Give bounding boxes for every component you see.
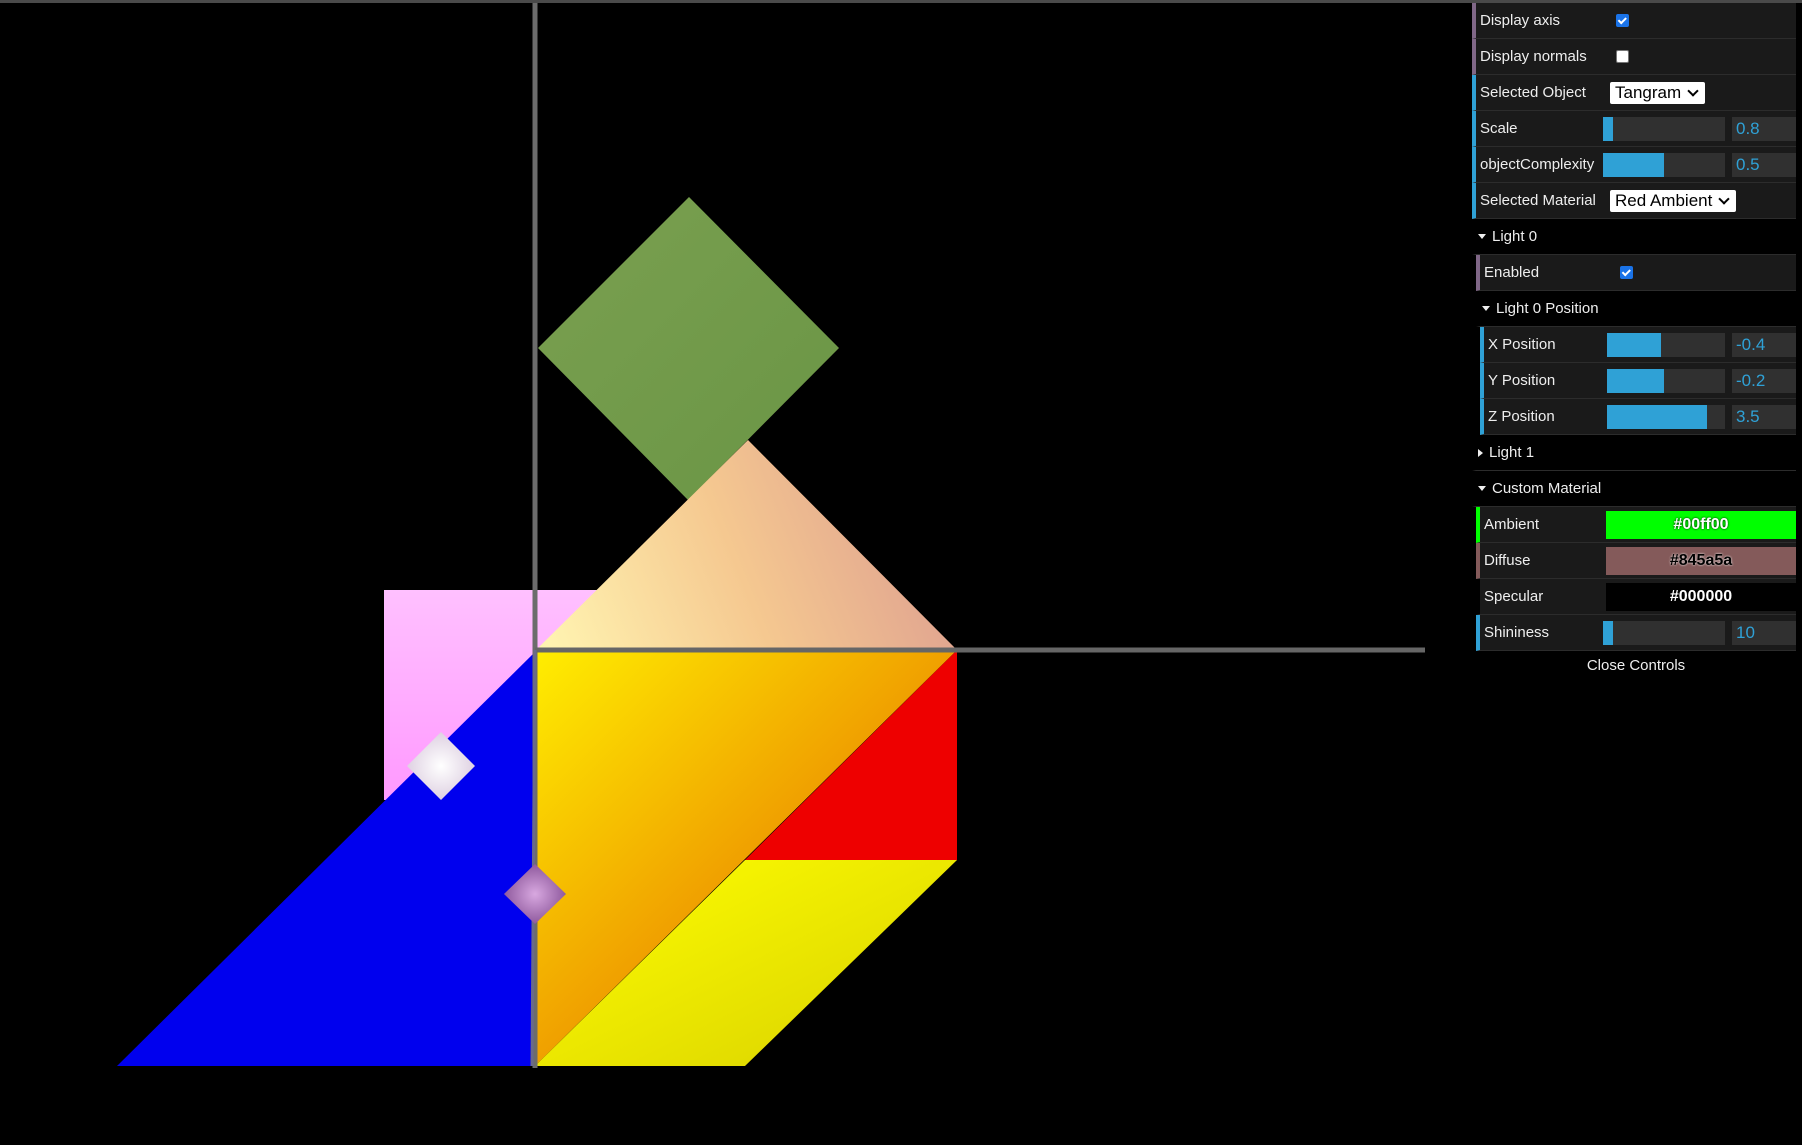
red-triangle-piece: [745, 650, 957, 860]
specular-color-input[interactable]: #000000: [1606, 582, 1796, 611]
chevron-down-icon: [1718, 192, 1731, 205]
z-position-slider[interactable]: [1607, 404, 1725, 429]
diffuse-color-input[interactable]: #845a5a: [1606, 546, 1796, 575]
z-position-label: Z Position: [1488, 408, 1555, 425]
y-position-slider-fill: [1607, 368, 1664, 393]
selected-object-select[interactable]: Tangram: [1610, 81, 1706, 104]
y-position-label: Y Position: [1488, 372, 1556, 389]
selected-object-label: Selected Object: [1480, 84, 1586, 101]
green-square-piece: [538, 197, 839, 500]
scale-slider[interactable]: [1603, 116, 1725, 141]
scale-input[interactable]: 0.8: [1732, 116, 1796, 141]
light0-title: Light 0: [1492, 228, 1538, 245]
display-normals-checkbox[interactable]: [1616, 50, 1629, 63]
display-axis-label: Display axis: [1480, 12, 1561, 29]
yellow-parallelogram-piece: [535, 860, 957, 1066]
light0-position-folder-title[interactable]: Light 0 Position: [1476, 291, 1796, 327]
custom-material-title: Custom Material: [1492, 480, 1602, 497]
triangle-right-icon: [1478, 448, 1483, 457]
scale-slider-fill: [1603, 116, 1613, 141]
x-position-label: X Position: [1488, 336, 1556, 353]
specular-row[interactable]: Specular #000000: [1476, 579, 1796, 615]
ambient-row[interactable]: Ambient #00ff00: [1476, 507, 1796, 543]
light0-position-title: Light 0 Position: [1496, 300, 1599, 317]
selected-object-value: Tangram: [1615, 82, 1682, 102]
x-position-slider[interactable]: [1607, 332, 1725, 357]
shininess-label: Shininess: [1484, 624, 1550, 641]
light0-enabled-checkbox[interactable]: [1620, 266, 1633, 279]
x-position-input[interactable]: -0.4: [1732, 332, 1796, 357]
selected-material-row[interactable]: Selected Material Red Ambient: [1472, 183, 1796, 219]
object-complexity-slider[interactable]: [1603, 152, 1725, 177]
custom-material-folder-title[interactable]: Custom Material: [1472, 471, 1796, 507]
object-complexity-row[interactable]: objectComplexity 0.5: [1472, 147, 1796, 183]
display-axis-checkbox[interactable]: [1616, 14, 1629, 27]
shininess-row[interactable]: Shininess 10: [1476, 615, 1796, 651]
y-position-slider[interactable]: [1607, 368, 1725, 393]
triangle-down-icon: [1482, 306, 1490, 311]
ambient-color-input[interactable]: #00ff00: [1606, 510, 1796, 539]
triangle-down-icon: [1478, 234, 1486, 239]
z-position-slider-fill: [1607, 404, 1708, 429]
close-controls-button[interactable]: Close Controls: [1586, 657, 1686, 674]
chevron-down-icon: [1687, 84, 1699, 97]
diffuse-label: Diffuse: [1484, 552, 1531, 569]
x-position-row[interactable]: X Position -0.4: [1480, 327, 1796, 363]
display-normals-label: Display normals: [1480, 48, 1587, 65]
light0-enabled-row[interactable]: Enabled: [1476, 255, 1796, 291]
selected-object-row[interactable]: Selected Object Tangram: [1472, 75, 1796, 111]
z-position-row[interactable]: Z Position 3.5: [1480, 399, 1796, 435]
selected-material-select[interactable]: Red Ambient: [1610, 189, 1737, 212]
selected-material-value: Red Ambient: [1615, 190, 1713, 210]
z-position-input[interactable]: 3.5: [1732, 404, 1796, 429]
shininess-slider[interactable]: [1603, 620, 1725, 645]
shininess-slider-fill: [1603, 620, 1613, 645]
y-position-input[interactable]: -0.2: [1732, 368, 1796, 393]
light0-folder-title[interactable]: Light 0: [1472, 219, 1796, 255]
axis-z: [530, 649, 537, 1067]
display-normals-row[interactable]: Display normals: [1472, 39, 1796, 75]
controls-panel[interactable]: Display axis Display normals Selected Ob…: [1472, 3, 1796, 674]
y-position-row[interactable]: Y Position -0.2: [1480, 363, 1796, 399]
diffuse-row[interactable]: Diffuse #845a5a: [1476, 543, 1796, 579]
light0-enabled-label: Enabled: [1484, 264, 1540, 281]
light1-folder-title[interactable]: Light 1: [1472, 435, 1796, 471]
object-complexity-slider-fill: [1603, 152, 1664, 177]
ambient-label: Ambient: [1484, 516, 1540, 533]
shininess-input[interactable]: 10: [1732, 620, 1796, 645]
object-complexity-input[interactable]: 0.5: [1732, 152, 1796, 177]
orange-triangle-piece: [535, 650, 957, 1066]
selected-material-label: Selected Material: [1480, 192, 1596, 209]
peach-triangle-piece: [536, 440, 957, 650]
object-complexity-label: objectComplexity: [1480, 156, 1595, 173]
light1-title: Light 1: [1489, 444, 1535, 461]
scale-label: Scale: [1480, 120, 1518, 137]
light-marker-diamond: [504, 864, 566, 924]
window-top-border: [0, 0, 1802, 3]
specular-label: Specular: [1484, 588, 1544, 605]
display-axis-row[interactable]: Display axis: [1472, 3, 1796, 39]
scale-row[interactable]: Scale 0.8: [1472, 111, 1796, 147]
triangle-down-icon: [1478, 486, 1486, 491]
x-position-slider-fill: [1607, 332, 1662, 357]
light-marker-diamond: [407, 732, 475, 800]
